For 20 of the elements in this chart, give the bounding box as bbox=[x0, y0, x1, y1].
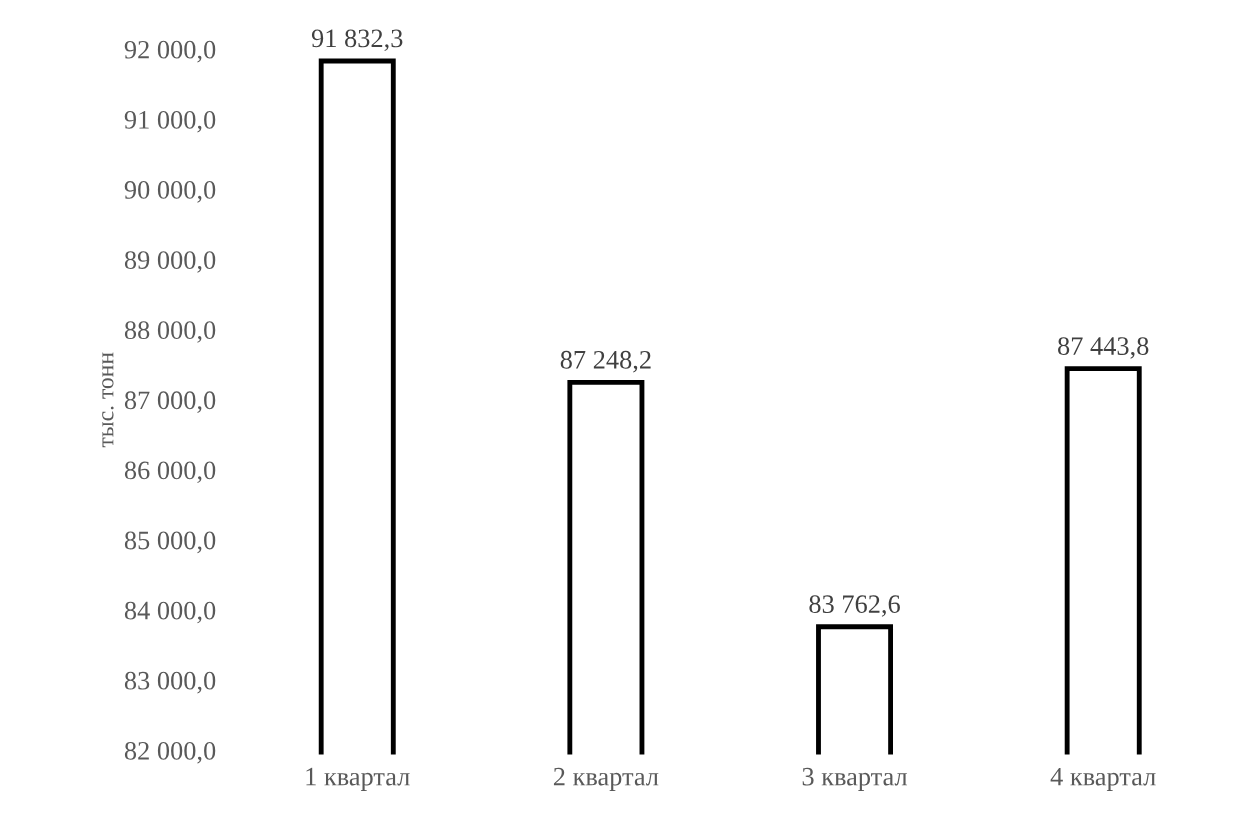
x-tick-label: 2 квартал bbox=[553, 767, 659, 791]
y-tick-label: 87 000,0 bbox=[124, 391, 216, 413]
y-tick-label: 88 000,0 bbox=[124, 321, 216, 343]
data-label: 91 832,3 bbox=[311, 29, 403, 52]
y-tick-label: 89 000,0 bbox=[124, 251, 216, 273]
y-tick-label: 92 000,0 bbox=[124, 40, 216, 63]
y-tick-label: 82 000,0 bbox=[124, 741, 216, 764]
x-tick-label: 3 квартал bbox=[802, 767, 908, 791]
x-tick-label: 4 квартал bbox=[1050, 767, 1156, 791]
data-label: 87 248,2 bbox=[560, 350, 651, 373]
y-tick-label: 90 000,0 bbox=[124, 181, 216, 203]
y-tick-label: 86 000,0 bbox=[124, 461, 216, 484]
y-axis-title: тыс. тонн bbox=[102, 352, 114, 448]
y-tick-label: 85 000,0 bbox=[124, 531, 216, 554]
y-tick-label: 84 000,0 bbox=[124, 601, 216, 624]
data-label: 83 762,6 bbox=[809, 595, 900, 617]
data-label: 87 443,8 bbox=[1058, 337, 1149, 359]
x-tick-label: 1 квартал bbox=[306, 767, 410, 791]
y-tick-label: 83 000,0 bbox=[124, 671, 216, 694]
y-tick-label: 91 000,0 bbox=[124, 110, 216, 133]
